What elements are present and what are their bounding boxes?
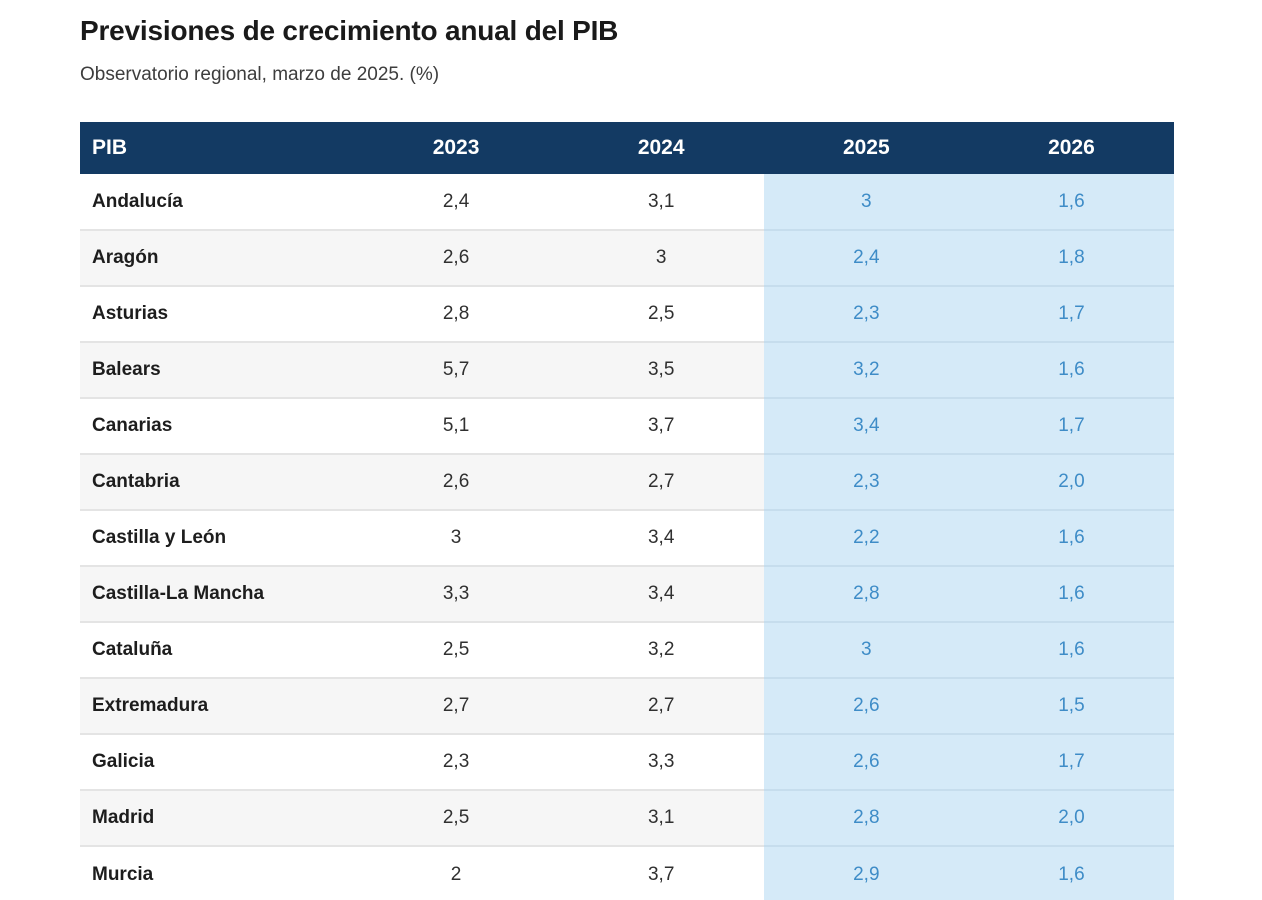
table-row: Castilla-La Mancha 3,3 3,4 2,8 1,6: [80, 565, 1174, 622]
value-cell-2024: 3,5: [558, 341, 764, 398]
value-cell-2026: 1,6: [968, 565, 1174, 622]
table-row: Asturias 2,8 2,5 2,3 1,7: [80, 285, 1174, 342]
value-cell-2023: 2: [353, 845, 559, 900]
region-name-cell: Andalucía: [80, 174, 354, 230]
value-cell-2024: 2,7: [558, 453, 764, 510]
value-cell-2026: 1,6: [968, 845, 1174, 900]
page-subtitle: Observatorio regional, marzo de 2025. (%…: [80, 64, 440, 85]
region-name-cell: Castilla-La Mancha: [80, 565, 354, 622]
column-header-2025: 2025: [763, 122, 969, 174]
value-cell-2024: 3,1: [558, 789, 764, 846]
value-cell-2026: 2,0: [968, 789, 1174, 846]
value-cell-2025: 2,6: [763, 677, 969, 734]
value-cell-2026: 1,6: [968, 621, 1174, 678]
value-cell-2025: 3: [763, 174, 969, 230]
value-cell-2025: 2,3: [763, 285, 969, 342]
table-row: Balears 5,7 3,5 3,2 1,6: [80, 341, 1174, 398]
table-header-row: PIB 2023 2024 2025 2026: [80, 122, 1174, 174]
value-cell-2023: 2,5: [353, 621, 559, 678]
region-name-cell: Canarias: [80, 397, 354, 454]
value-cell-2023: 2,5: [353, 789, 559, 846]
table-row: Castilla y León 3 3,4 2,2 1,6: [80, 509, 1174, 566]
table-row: Madrid 2,5 3,1 2,8 2,0: [80, 789, 1174, 846]
value-cell-2024: 3,1: [558, 174, 764, 230]
page-title: Previsiones de crecimiento anual del PIB: [80, 15, 619, 46]
region-name-cell: Extremadura: [80, 677, 354, 734]
value-cell-2024: 2,7: [558, 677, 764, 734]
value-cell-2025: 2,3: [763, 453, 969, 510]
value-cell-2024: 3,2: [558, 621, 764, 678]
value-cell-2023: 2,8: [353, 285, 559, 342]
value-cell-2026: 2,0: [968, 453, 1174, 510]
value-cell-2026: 1,7: [968, 397, 1174, 454]
table-row: Aragón 2,6 3 2,4 1,8: [80, 229, 1174, 286]
value-cell-2026: 1,6: [968, 174, 1174, 230]
region-name-cell: Murcia: [80, 845, 354, 900]
value-cell-2026: 1,6: [968, 341, 1174, 398]
value-cell-2025: 2,4: [763, 229, 969, 286]
column-header-2026: 2026: [968, 122, 1174, 174]
value-cell-2024: 3,7: [558, 845, 764, 900]
value-cell-2023: 2,7: [353, 677, 559, 734]
value-cell-2025: 2,9: [763, 845, 969, 900]
value-cell-2023: 2,6: [353, 229, 559, 286]
table-row: Canarias 5,1 3,7 3,4 1,7: [80, 397, 1174, 454]
region-name-cell: Cataluña: [80, 621, 354, 678]
value-cell-2024: 3: [558, 229, 764, 286]
value-cell-2024: 2,5: [558, 285, 764, 342]
table-row: Cantabria 2,6 2,7 2,3 2,0: [80, 453, 1174, 510]
value-cell-2024: 3,7: [558, 397, 764, 454]
value-cell-2026: 1,6: [968, 509, 1174, 566]
report: Previsiones de crecimiento anual del PIB…: [80, 15, 1174, 900]
table-row: Andalucía 2,4 3,1 3 1,6: [80, 174, 1174, 230]
value-cell-2025: 3,4: [763, 397, 969, 454]
region-name-cell: Asturias: [80, 285, 354, 342]
region-name-cell: Castilla y León: [80, 509, 354, 566]
value-cell-2024: 3,4: [558, 565, 764, 622]
value-cell-2026: 1,7: [968, 285, 1174, 342]
value-cell-2023: 5,1: [353, 397, 559, 454]
gdp-forecast-table: PIB 2023 2024 2025 2026 Andalucía 2,4 3,1 3…: [80, 122, 1174, 900]
value-cell-2025: 2,8: [763, 789, 969, 846]
value-cell-2026: 1,7: [968, 733, 1174, 790]
region-name-cell: Cantabria: [80, 453, 354, 510]
value-cell-2024: 3,4: [558, 509, 764, 566]
column-header-2024: 2024: [558, 122, 764, 174]
value-cell-2026: 1,5: [968, 677, 1174, 734]
region-name-cell: Aragón: [80, 229, 354, 286]
value-cell-2023: 2,6: [353, 453, 559, 510]
table-row: Murcia 2 3,7 2,9 1,6: [80, 845, 1174, 900]
value-cell-2025: 3: [763, 621, 969, 678]
column-header-pib: PIB: [80, 122, 354, 174]
region-name-cell: Madrid: [80, 789, 354, 846]
value-cell-2023: 3: [353, 509, 559, 566]
value-cell-2026: 1,8: [968, 229, 1174, 286]
value-cell-2023: 2,3: [353, 733, 559, 790]
table-row: Extremadura 2,7 2,7 2,6 1,5: [80, 677, 1174, 734]
column-header-2023: 2023: [353, 122, 559, 174]
table-row: Cataluña 2,5 3,2 3 1,6: [80, 621, 1174, 678]
table-row: Galicia 2,3 3,3 2,6 1,7: [80, 733, 1174, 790]
value-cell-2025: 2,6: [763, 733, 969, 790]
value-cell-2023: 5,7: [353, 341, 559, 398]
value-cell-2025: 2,8: [763, 565, 969, 622]
value-cell-2025: 3,2: [763, 341, 969, 398]
value-cell-2023: 2,4: [353, 174, 559, 230]
region-name-cell: Galicia: [80, 733, 354, 790]
value-cell-2025: 2,2: [763, 509, 969, 566]
value-cell-2024: 3,3: [558, 733, 764, 790]
value-cell-2023: 3,3: [353, 565, 559, 622]
region-name-cell: Balears: [80, 341, 354, 398]
